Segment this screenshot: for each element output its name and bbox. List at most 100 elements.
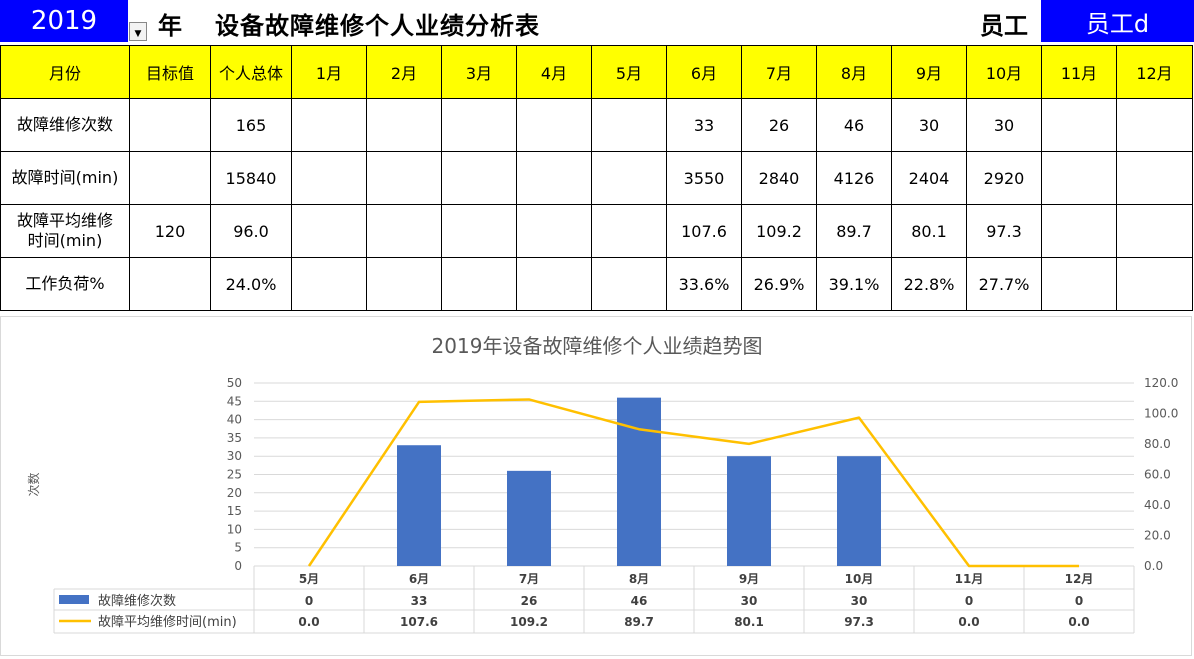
table-cell[interactable] [441, 257, 517, 311]
table-cell[interactable] [1116, 98, 1193, 152]
year-dropdown-button[interactable]: ▼ [129, 22, 147, 41]
column-header[interactable]: 2月 [366, 45, 442, 99]
table-cell[interactable] [366, 98, 442, 152]
row-label-cell[interactable]: 故障维修次数 [0, 98, 130, 152]
x-tick-label: 6月 [409, 572, 429, 586]
table-cell[interactable] [591, 204, 667, 258]
table-cell[interactable]: 89.7 [816, 204, 892, 258]
table-cell[interactable]: 22.8% [891, 257, 967, 311]
table-cell[interactable]: 2840 [741, 151, 817, 205]
table-cell[interactable] [1041, 98, 1117, 152]
table-cell[interactable] [516, 98, 592, 152]
column-header[interactable]: 5月 [591, 45, 667, 99]
data-label: 30 [851, 594, 868, 608]
table-cell[interactable]: 30 [966, 98, 1042, 152]
column-header[interactable]: 8月 [816, 45, 892, 99]
column-header[interactable]: 11月 [1041, 45, 1117, 99]
performance-table: 月份 目标值 个人总体 1月 2月 3月 4月 5月 6月 7月 8月 9月 10月 11月 12月 故障维修… [0, 45, 1193, 311]
table-cell[interactable] [291, 98, 367, 152]
table-cell[interactable] [366, 257, 442, 311]
column-header[interactable]: 个人总体 [210, 45, 292, 99]
table-cell[interactable]: 3550 [666, 151, 742, 205]
y-tick-label: 5 [234, 541, 242, 555]
y-tick-label: 0 [234, 559, 242, 573]
table-header-row: 月份 目标值 个人总体 1月 2月 3月 4月 5月 6月 7月 8月 9月 10月 11月 12月 [0, 45, 1193, 99]
table-cell[interactable]: 80.1 [891, 204, 967, 258]
table-cell[interactable]: 39.1% [816, 257, 892, 311]
table-cell[interactable] [129, 257, 211, 311]
table-cell[interactable] [441, 151, 517, 205]
table-cell[interactable]: 26.9% [741, 257, 817, 311]
table-cell[interactable]: 26 [741, 98, 817, 152]
table-cell[interactable] [129, 98, 211, 152]
table-cell[interactable]: 24.0% [210, 257, 292, 311]
employee-cell[interactable]: 员工d [1041, 0, 1194, 42]
column-header[interactable]: 10月 [966, 45, 1042, 99]
y-tick-label: 45 [227, 394, 242, 408]
table-cell[interactable] [291, 204, 367, 258]
column-header[interactable]: 1月 [291, 45, 367, 99]
table-cell[interactable] [591, 98, 667, 152]
year-cell[interactable]: 2019 [0, 0, 128, 42]
table-cell[interactable] [1116, 257, 1193, 311]
table-cell[interactable]: 27.7% [966, 257, 1042, 311]
table-cell[interactable] [516, 204, 592, 258]
table-cell[interactable] [441, 98, 517, 152]
data-label: 80.1 [734, 615, 764, 629]
column-header[interactable]: 12月 [1116, 45, 1193, 99]
table-cell[interactable]: 46 [816, 98, 892, 152]
table-cell[interactable]: 97.3 [966, 204, 1042, 258]
table-cell[interactable] [516, 151, 592, 205]
column-header[interactable]: 3月 [441, 45, 517, 99]
column-header[interactable]: 月份 [0, 45, 130, 99]
table-cell[interactable]: 33 [666, 98, 742, 152]
table-cell[interactable] [366, 151, 442, 205]
table-cell[interactable]: 2404 [891, 151, 967, 205]
legend-label: 故障维修次数 [98, 593, 176, 609]
table-cell[interactable] [591, 151, 667, 205]
row-label-cell[interactable]: 故障平均维修 时间(min) [0, 204, 130, 258]
x-tick-label: 5月 [299, 572, 319, 586]
table-cell[interactable]: 15840 [210, 151, 292, 205]
data-label: 0 [1075, 594, 1083, 608]
trend-chart[interactable]: 2019年设备故障维修个人业绩趋势图 0 5 10 15 20 25 30 35 40 45 50 0.… [0, 316, 1192, 656]
legend-swatch [59, 595, 89, 604]
table-cell[interactable]: 33.6% [666, 257, 742, 311]
table-cell[interactable] [441, 204, 517, 258]
table-cell[interactable]: 120 [129, 204, 211, 258]
table-cell[interactable]: 109.2 [741, 204, 817, 258]
table-cell[interactable] [516, 257, 592, 311]
data-label: 109.2 [510, 615, 548, 629]
table-cell[interactable] [1041, 204, 1117, 258]
column-header[interactable]: 4月 [516, 45, 592, 99]
table-cell[interactable]: 4126 [816, 151, 892, 205]
table-row: 故障平均维修 时间(min) 120 96.0 107.6 109.2 89.7 80.1 97… [0, 204, 1193, 258]
table-cell[interactable] [291, 151, 367, 205]
table-cell[interactable]: 2920 [966, 151, 1042, 205]
row-label-cell[interactable]: 工作负荷% [0, 257, 130, 311]
y-tick-label: 30 [227, 449, 242, 463]
table-cell[interactable] [1116, 151, 1193, 205]
table-cell[interactable] [1116, 204, 1193, 258]
table-cell[interactable] [366, 204, 442, 258]
column-header[interactable]: 6月 [666, 45, 742, 99]
y-axis-label: 次数 [26, 472, 41, 496]
table-cell[interactable] [1041, 151, 1117, 205]
column-header[interactable]: 9月 [891, 45, 967, 99]
page-title: 设备故障维修个人业绩分析表 [215, 12, 540, 40]
table-cell[interactable]: 96.0 [210, 204, 292, 258]
table-cell[interactable] [591, 257, 667, 311]
table-cell[interactable]: 165 [210, 98, 292, 152]
data-label: 26 [521, 594, 538, 608]
table-cell[interactable] [1041, 257, 1117, 311]
column-header[interactable]: 目标值 [129, 45, 211, 99]
column-header[interactable]: 7月 [741, 45, 817, 99]
table-cell[interactable] [291, 257, 367, 311]
table-cell[interactable] [129, 151, 211, 205]
table-cell[interactable]: 107.6 [666, 204, 742, 258]
x-tick-label: 8月 [629, 572, 649, 586]
row-label-cell[interactable]: 故障时间(min) [0, 151, 130, 205]
y2-tick-label: 40.0 [1144, 498, 1171, 512]
bar [727, 456, 771, 566]
table-cell[interactable]: 30 [891, 98, 967, 152]
